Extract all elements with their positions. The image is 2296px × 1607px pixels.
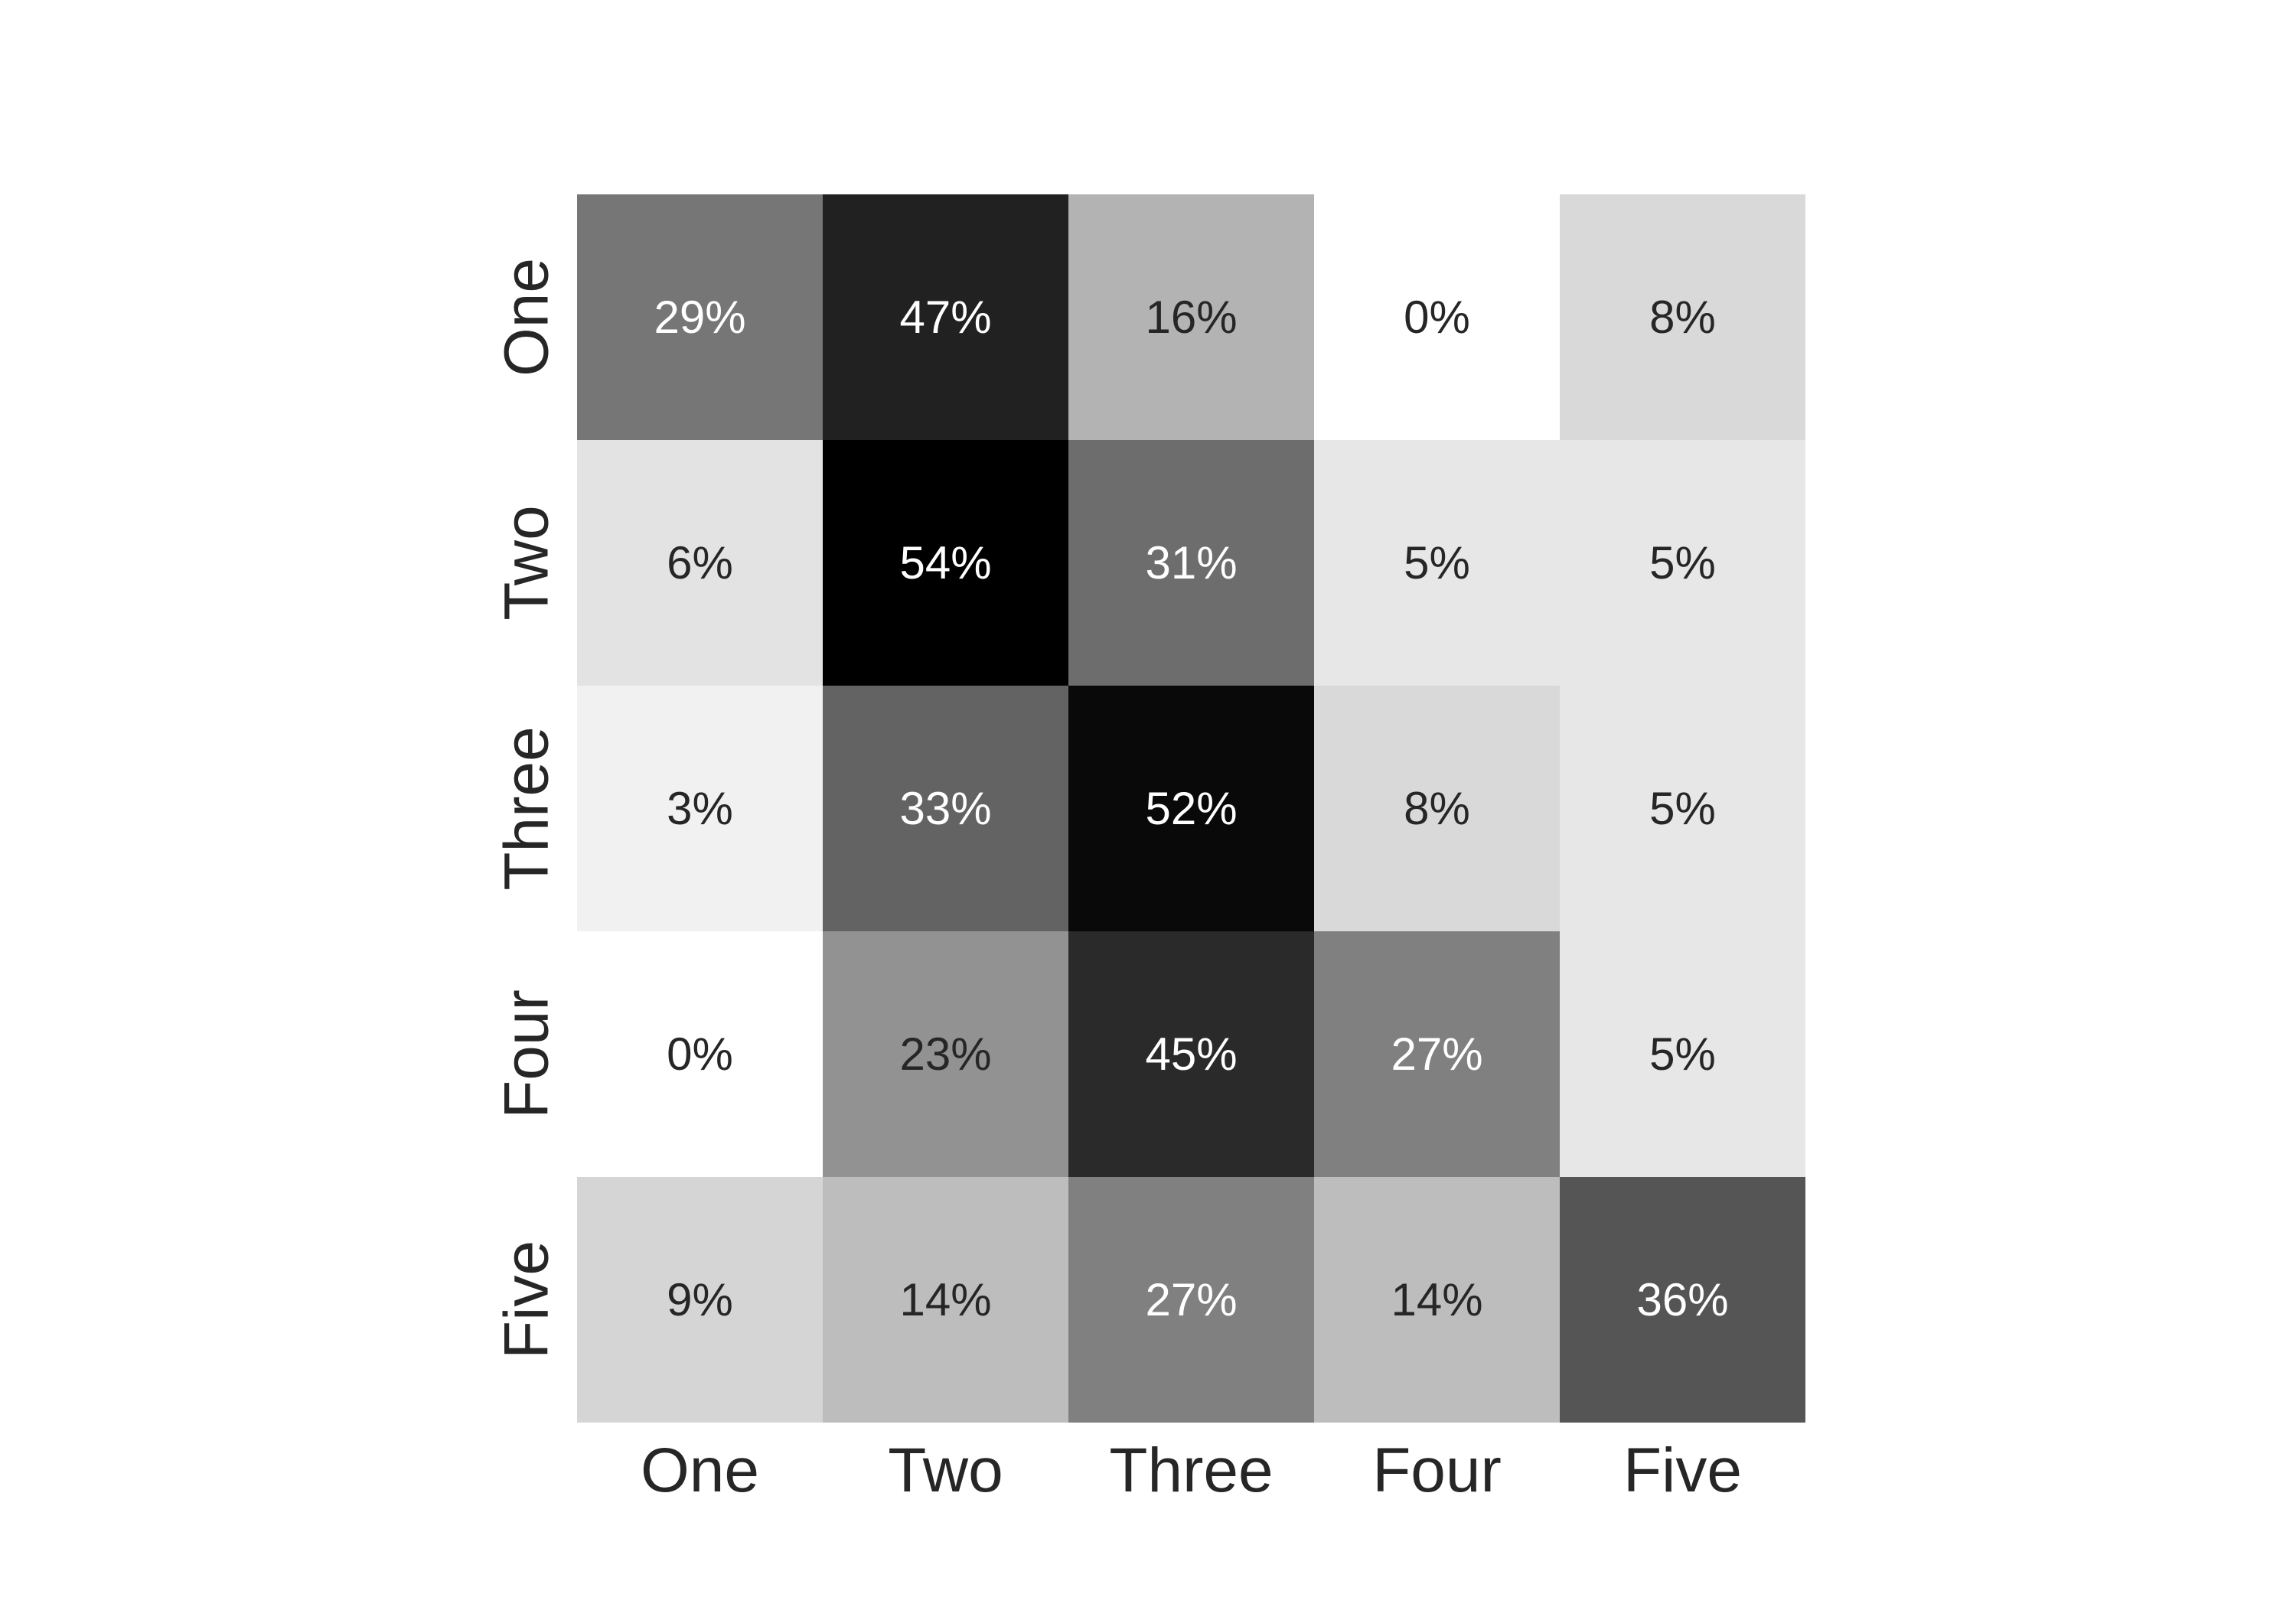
- cell-value-label: 27%: [1391, 1028, 1482, 1080]
- heatmap-cell-three-five: [1560, 686, 1805, 931]
- y-tick-label: Three: [492, 726, 562, 890]
- x-tick-label: Three: [1109, 1436, 1273, 1505]
- heatmap-cell-four-two: [823, 931, 1068, 1177]
- cell-value-label: 27%: [1145, 1274, 1237, 1325]
- heatmap-cell-one-four: [1314, 194, 1560, 440]
- heatmap-cell-five-two: [823, 1177, 1068, 1423]
- cell-value-label: 14%: [1391, 1274, 1482, 1325]
- cell-value-label: 23%: [899, 1028, 991, 1080]
- cell-value-label: 0%: [1404, 292, 1470, 343]
- cell-value-label: 8%: [1404, 783, 1470, 834]
- y-tick-label: Four: [492, 989, 562, 1119]
- y-tick-label: Two: [492, 505, 562, 620]
- heatmap-cell-five-one: [577, 1177, 823, 1423]
- heatmap-cell-five-four: [1314, 1177, 1560, 1423]
- x-tick-label: Two: [888, 1436, 1003, 1505]
- heatmap-cell-one-five: [1560, 194, 1805, 440]
- cell-value-label: 5%: [1649, 783, 1716, 834]
- cell-value-label: 8%: [1649, 292, 1716, 343]
- cell-value-label: 14%: [899, 1274, 991, 1325]
- x-tick-label: Four: [1372, 1436, 1502, 1505]
- cell-value-label: 5%: [1649, 537, 1716, 588]
- cell-value-label: 45%: [1145, 1028, 1237, 1080]
- cell-value-label: 54%: [899, 537, 991, 588]
- heatmap-cell-two-four: [1314, 440, 1560, 686]
- heatmap-cell-two-one: [577, 440, 823, 686]
- heatmap-cell-four-five: [1560, 931, 1805, 1177]
- heatmap-cell-three-three: [1068, 686, 1314, 931]
- cell-value-label: 31%: [1145, 537, 1237, 588]
- cell-value-label: 5%: [1404, 537, 1470, 588]
- cell-value-label: 16%: [1145, 292, 1237, 343]
- heatmap-cell-three-two: [823, 686, 1068, 931]
- x-tick-label: One: [641, 1436, 759, 1505]
- heatmap-cell-one-one: [577, 194, 823, 440]
- heatmap-cell-four-one: [577, 931, 823, 1177]
- heatmap-cell-labels: 29% 47% 16% 0% 8% 6% 54% 31% 5% 5% 3% 33% 52% 8% 5% 0% 2…: [654, 292, 1728, 1325]
- y-axis-tick-labels: One Two Three Four Five: [492, 258, 562, 1359]
- cell-value-label: 29%: [654, 292, 745, 343]
- heatmap-cells: [577, 194, 1805, 1423]
- y-tick-label: Five: [492, 1240, 562, 1359]
- x-tick-label: Five: [1623, 1436, 1742, 1505]
- cell-value-label: 33%: [899, 783, 991, 834]
- heatmap-cell-two-three: [1068, 440, 1314, 686]
- heatmap-cell-five-five: [1560, 1177, 1805, 1423]
- cell-value-label: 47%: [899, 292, 991, 343]
- cell-value-label: 52%: [1145, 783, 1237, 834]
- heatmap-cell-four-three: [1068, 931, 1314, 1177]
- cell-value-label: 9%: [667, 1274, 733, 1325]
- cell-value-label: 3%: [667, 783, 733, 834]
- y-tick-label: One: [492, 258, 562, 376]
- heatmap-cell-three-one: [577, 686, 823, 931]
- cell-value-label: 36%: [1636, 1274, 1728, 1325]
- cell-value-label: 5%: [1649, 1028, 1716, 1080]
- heatmap-cell-five-three: [1068, 1177, 1314, 1423]
- heatmap-cell-one-three: [1068, 194, 1314, 440]
- heatmap-cell-three-four: [1314, 686, 1560, 931]
- heatmap-cell-four-four: [1314, 931, 1560, 1177]
- cell-value-label: 0%: [667, 1028, 733, 1080]
- x-axis-tick-labels: One Two Three Four Five: [641, 1436, 1742, 1505]
- heatmap-cell-two-two: [823, 440, 1068, 686]
- heatmap-cell-two-five: [1560, 440, 1805, 686]
- heatmap-cell-one-two: [823, 194, 1068, 440]
- cell-value-label: 6%: [667, 537, 733, 588]
